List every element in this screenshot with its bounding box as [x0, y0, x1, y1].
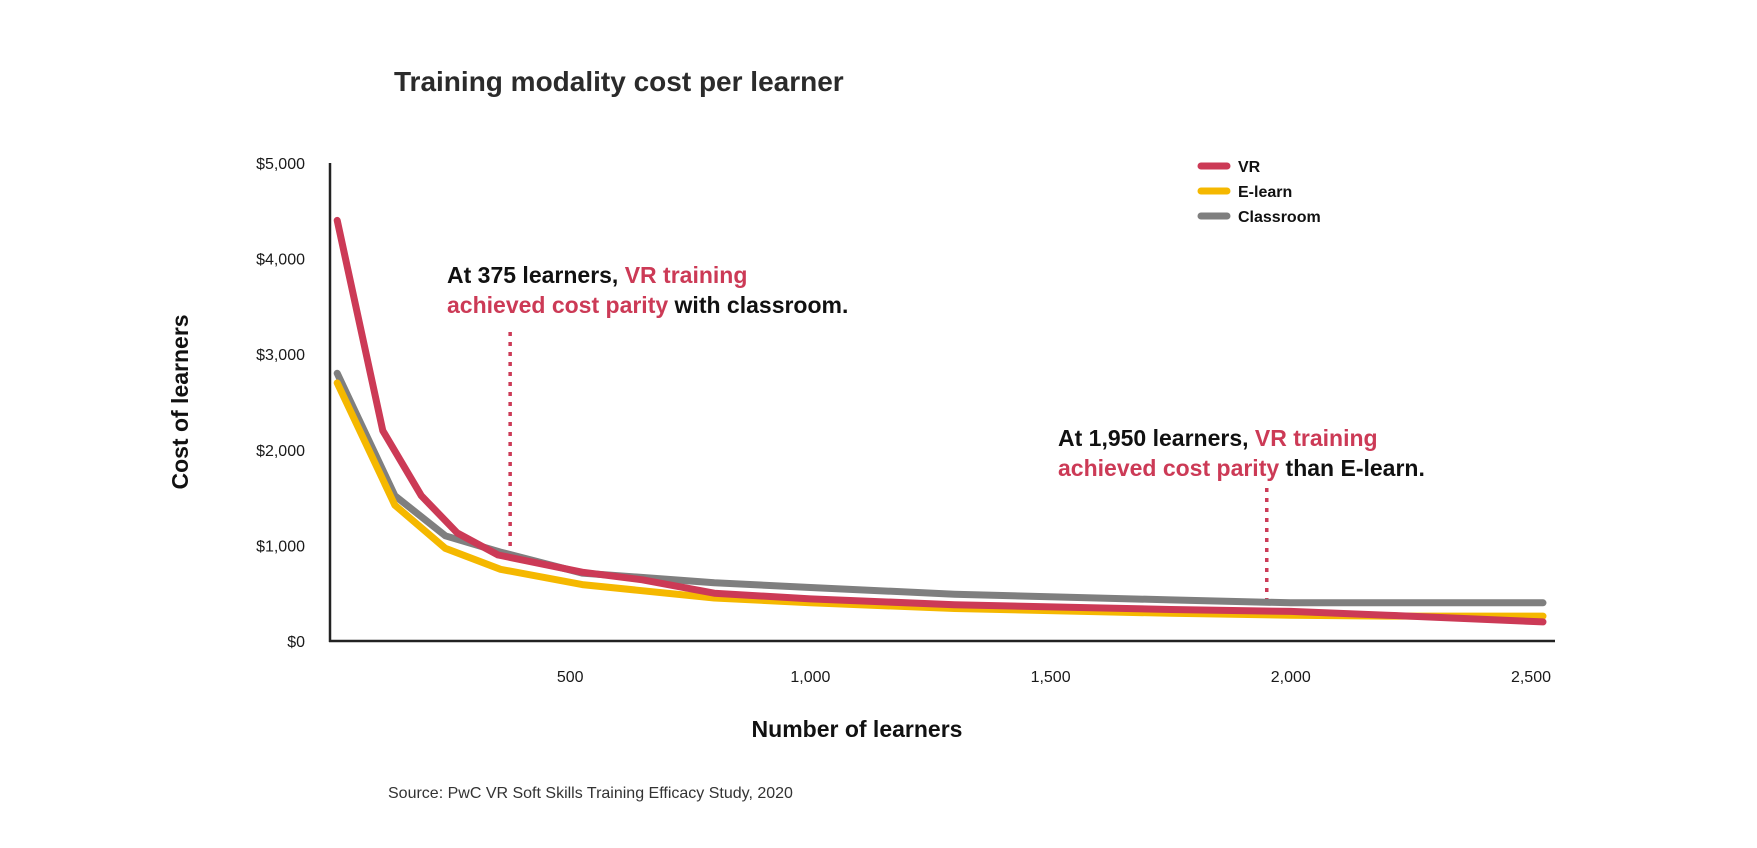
- y-tick-label: $2,000: [256, 443, 305, 460]
- series-line-classroom: [333, 369, 1547, 607]
- y-tick-labels: $0 $1,000 $2,000 $3,000 $4,000 $5,000: [256, 156, 305, 651]
- x-tick-label: 2,500: [1511, 669, 1551, 686]
- x-axis-title: Number of learners: [752, 716, 963, 742]
- svg-text:achieved cost parity with clas: achieved cost parity with classroom.: [447, 292, 848, 318]
- x-tick-labels: 500 1,000 1,500 2,000 2,500: [557, 669, 1551, 686]
- data-series: [333, 216, 1547, 626]
- annotation-375-line1-plain: At 375 learners,: [447, 262, 625, 288]
- y-tick-label: $0: [287, 634, 305, 651]
- legend-label-vr: VR: [1238, 159, 1261, 176]
- y-tick-label: $3,000: [256, 347, 305, 364]
- y-axis-title: Cost of learners: [167, 314, 193, 489]
- annotation-375-line2-highlight: achieved cost parity: [447, 292, 668, 318]
- annotation-375-line1-highlight: VR training: [625, 262, 748, 288]
- x-tick-label: 500: [557, 669, 584, 686]
- y-tick-label: $4,000: [256, 252, 305, 269]
- axes: [328, 163, 1555, 643]
- annotation-1950-line1-highlight: VR training: [1255, 425, 1378, 451]
- annotation-1950-line2-plain: than E-learn.: [1279, 455, 1425, 481]
- x-tick-label: 2,000: [1271, 669, 1311, 686]
- legend: VR E-learn Classroom: [1197, 159, 1321, 226]
- svg-text:At 375 learners, VR training: At 375 learners, VR training: [447, 262, 747, 288]
- annotation-375: At 375 learners, VR training achieved co…: [447, 262, 848, 318]
- svg-text:At 1,950 learners, VR training: At 1,950 learners, VR training: [1058, 425, 1378, 451]
- x-tick-label: 1,000: [790, 669, 830, 686]
- annotation-1950: At 1,950 learners, VR training achieved …: [1058, 425, 1425, 481]
- chart-title: Training modality cost per learner: [394, 66, 844, 97]
- series-line-e-learn: [333, 379, 1547, 620]
- y-tick-label: $5,000: [256, 156, 305, 173]
- annotation-375-line2-plain: with classroom.: [668, 292, 848, 318]
- y-tick-label: $1,000: [256, 538, 305, 555]
- x-tick-label: 1,500: [1031, 669, 1071, 686]
- legend-label-e-learn: E-learn: [1238, 184, 1292, 201]
- annotation-1950-line2-highlight: achieved cost parity: [1058, 455, 1279, 481]
- series-line-vr: [333, 216, 1547, 626]
- source-note: Source: PwC VR Soft Skills Training Effi…: [388, 785, 793, 802]
- svg-text:achieved cost parity than E-le: achieved cost parity than E-learn.: [1058, 455, 1425, 481]
- legend-label-classroom: Classroom: [1238, 209, 1321, 226]
- annotation-1950-line1-plain: At 1,950 learners,: [1058, 425, 1255, 451]
- annotation-markers: [508, 332, 1269, 600]
